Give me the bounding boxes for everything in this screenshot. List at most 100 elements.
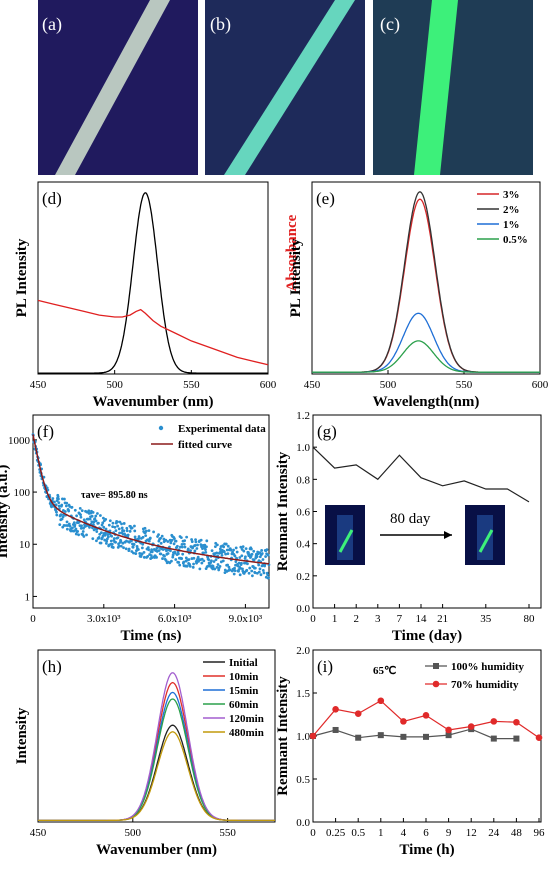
scatter-point-f (70, 526, 74, 530)
scatter-point-f (224, 542, 228, 546)
scatter-point-f (240, 561, 243, 565)
scatter-point-f (65, 520, 69, 524)
legend-label-h-1: 10min (229, 671, 258, 683)
scatter-point-f (225, 548, 229, 552)
scatter-point-f (73, 523, 77, 527)
scatter-point-f (215, 543, 219, 547)
scatter-point-f (147, 548, 151, 552)
scatter-point-f (146, 554, 150, 558)
scatter-point-f (81, 530, 85, 533)
panel-label-h: (h) (42, 657, 62, 676)
legend-label-i-1: 70% humidity (451, 679, 519, 691)
scatter-point-f (57, 501, 61, 504)
series-line-d-0 (38, 192, 268, 374)
scatter-point-f (266, 573, 269, 577)
scatter-point-f (69, 529, 73, 533)
fiber-a (55, 0, 170, 175)
scatter-point-f (182, 560, 186, 564)
scatter-point-f (150, 550, 154, 554)
scatter-point-f (233, 554, 237, 558)
scatter-point-f (170, 559, 173, 563)
scatter-point-f (80, 524, 83, 528)
scatter-point-f (120, 522, 123, 526)
scatter-point-f (210, 549, 214, 553)
legend-label-e-3: 0.5% (503, 234, 528, 246)
y-tick-label-i: 0.0 (296, 817, 310, 829)
x-tick-label-g: 2 (353, 613, 359, 625)
scatter-point-f (218, 564, 222, 568)
scatter-point-f (160, 534, 164, 538)
scatter-point-f (161, 548, 165, 551)
scatter-point-f (111, 525, 115, 529)
marker-i-1 (400, 718, 407, 725)
scatter-point-f (107, 523, 111, 527)
scatter-point-f (82, 518, 86, 522)
scatter-point-f (119, 544, 123, 548)
scatter-point-f (191, 565, 195, 569)
x-tick-label-g: 14 (416, 613, 428, 625)
scatter-point-f (150, 548, 154, 552)
scatter-point-f (104, 542, 108, 545)
scatter-point-f (245, 568, 249, 572)
x-axis-label-i: Time (h) (399, 842, 454, 858)
scatter-point-f (258, 555, 262, 559)
marker-i-1 (354, 710, 362, 717)
scatter-point-f (79, 513, 82, 517)
scatter-point-f (118, 531, 121, 535)
scatter-point-f (261, 568, 265, 572)
scatter-point-f (186, 547, 190, 551)
scatter-point-f (139, 555, 143, 558)
scatter-point-f (130, 526, 134, 530)
scatter-point-f (235, 550, 239, 554)
scatter-point-f (76, 530, 80, 533)
y-tick-label-f: 1 (25, 591, 31, 603)
scatter-point-f (214, 558, 218, 561)
scatter-point-f (171, 555, 175, 559)
scatter-point-f (194, 540, 198, 544)
scatter-point-f (79, 526, 83, 530)
scatter-point-f (133, 529, 137, 533)
scatter-point-f (95, 539, 98, 543)
series-line-h-5 (38, 731, 275, 822)
x-tick-label-g: 21 (437, 613, 448, 625)
scatter-point-f (242, 549, 246, 553)
scatter-point-f (159, 541, 163, 545)
scatter-point-f (109, 539, 113, 543)
annotation-f: τave= 895.80 ns (81, 490, 148, 501)
y-axis-label-d: PL Intensity (14, 238, 30, 317)
scatter-point-f (264, 555, 268, 558)
scatter-point-f (202, 559, 206, 563)
scatter-point-f (244, 547, 248, 551)
scatter-point-f (171, 553, 175, 557)
scatter-point-f (111, 521, 115, 525)
scatter-point-f (227, 565, 231, 569)
scatter-point-f (99, 541, 103, 545)
scatter-point-f (115, 520, 119, 524)
inset-g: 80 day (325, 505, 505, 565)
x-axis-label-h: Wavenumber (nm) (96, 842, 217, 858)
photo-label-a: (a) (42, 14, 62, 35)
scatter-point-f (252, 558, 256, 562)
marker-i-1 (377, 697, 385, 705)
scatter-point-f (238, 556, 242, 559)
marker-i-0 (423, 733, 429, 740)
scatter-point-f (229, 548, 233, 552)
panel-label-f: (f) (37, 422, 54, 441)
scatter-point-f (192, 556, 196, 560)
scatter-point-f (116, 536, 120, 540)
scatter-point-f (60, 503, 64, 507)
scatter-point-f (159, 552, 163, 556)
series-line-e-2 (312, 312, 540, 373)
plot-frame-f (32, 414, 270, 609)
scatter-point-f (231, 550, 234, 554)
scatter-point-f (95, 530, 99, 533)
y-tick-label-f: 1000 (8, 435, 31, 447)
scatter-point-f (204, 550, 208, 554)
scatter-point-f (91, 510, 95, 514)
scatter-point-f (57, 504, 61, 508)
y-tick-label-f: 100 (14, 487, 31, 499)
scatter-point-f (253, 571, 257, 575)
scatter-point-f (221, 559, 225, 563)
y-tick-label-g: 1.0 (296, 442, 310, 454)
scatter-point-f (265, 548, 269, 552)
